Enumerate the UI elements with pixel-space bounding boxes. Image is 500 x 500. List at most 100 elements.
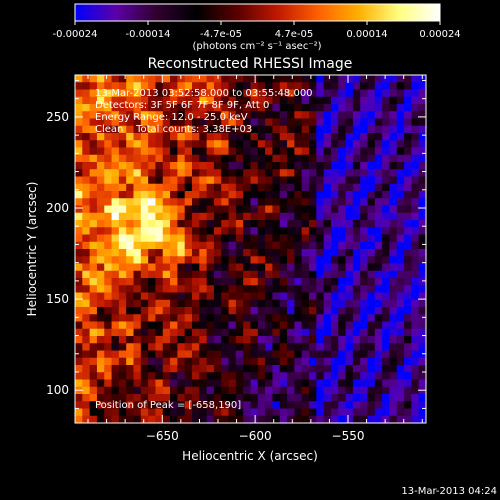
heatmap-cell <box>177 343 186 352</box>
heatmap-cell <box>265 169 274 178</box>
heatmap-cell <box>257 212 266 221</box>
chart-title: Reconstructed RHESSI Image <box>148 56 353 72</box>
heatmap-cell <box>184 212 193 221</box>
heatmap-cell <box>184 343 193 352</box>
heatmap-cell <box>148 191 157 199</box>
heatmap-cell <box>272 256 281 265</box>
heatmap-cell <box>111 343 120 352</box>
heatmap-cell <box>162 386 171 395</box>
colorbar-strip <box>74 3 441 22</box>
heatmap-cell <box>272 408 281 417</box>
heatmap-cell <box>345 125 354 134</box>
heatmap-cell <box>155 350 164 359</box>
heatmap-cell <box>162 154 171 163</box>
heatmap-cell <box>177 118 186 127</box>
heatmap-cell <box>389 162 398 170</box>
heatmap-cell <box>126 270 135 279</box>
heatmap-cell <box>82 234 91 243</box>
heatmap-cell <box>396 82 405 91</box>
heatmap-cell <box>294 147 303 156</box>
heatmap-cell <box>382 314 391 323</box>
heatmap-cell <box>235 241 244 250</box>
heatmap-cell <box>184 227 193 236</box>
heatmap-cell <box>221 408 230 417</box>
heatmap-cell <box>352 234 361 243</box>
heatmap-cell <box>184 336 193 344</box>
heatmap-cell <box>148 372 157 381</box>
heatmap-cell <box>213 394 222 402</box>
heatmap-cell <box>316 386 325 395</box>
plot-frame <box>74 74 427 424</box>
heatmap-cell <box>294 256 303 265</box>
heatmap-cell <box>272 154 281 163</box>
heatmap-cell <box>199 227 208 236</box>
heatmap-cell <box>177 82 186 91</box>
heatmap-cell <box>235 104 244 112</box>
heatmap-cell <box>192 241 200 250</box>
colorbar-tick-label: 0.00024 <box>419 29 460 40</box>
heatmap-cell <box>111 118 120 127</box>
heatmap-cell <box>418 249 426 257</box>
heatmap-cell <box>111 256 120 265</box>
heatmap-cell <box>140 89 149 98</box>
heatmap-cell <box>272 357 281 366</box>
heatmap-cell <box>228 220 237 228</box>
heatmap-cell <box>192 343 200 352</box>
heatmap-cell <box>148 227 157 236</box>
heatmap-cell <box>140 292 149 301</box>
heatmap-cell <box>89 292 98 301</box>
heatmap-cell <box>257 96 266 105</box>
heatmap-cell <box>111 321 120 330</box>
heatmap-cell <box>309 357 317 366</box>
heatmap-cell <box>184 365 193 373</box>
heatmap-cell <box>104 140 113 149</box>
heatmap-cell <box>126 401 135 410</box>
heatmap-cell <box>374 299 383 308</box>
heatmap-cell <box>345 408 354 417</box>
heatmap-cell <box>82 336 91 344</box>
heatmap-cell <box>396 299 405 308</box>
heatmap-cell <box>309 183 317 192</box>
heatmap-cell <box>272 278 281 286</box>
heatmap-cell <box>155 140 164 149</box>
heatmap-cell <box>170 125 178 134</box>
heatmap-cell <box>162 183 171 192</box>
heatmap-cell <box>177 394 186 402</box>
heatmap-cell <box>148 343 157 352</box>
heatmap-cell <box>82 89 91 98</box>
heatmap-cell <box>404 336 412 344</box>
heatmap-cell <box>316 154 325 163</box>
heatmap-cell <box>243 256 252 265</box>
heatmap-cell <box>265 314 274 323</box>
heatmap-cell <box>411 191 420 199</box>
heatmap-cell <box>272 299 281 308</box>
heatmap-cell <box>279 357 288 366</box>
heatmap-cell <box>75 205 83 214</box>
heatmap-cell <box>177 147 186 156</box>
heatmap-cell <box>382 357 391 366</box>
heatmap-cell <box>396 234 405 243</box>
heatmap-cell <box>111 299 120 308</box>
heatmap-cell <box>301 292 310 301</box>
heatmap-cell <box>140 154 149 163</box>
heatmap-cell <box>345 140 354 149</box>
heatmap-cell <box>250 379 259 388</box>
heatmap-cell <box>323 241 332 250</box>
y-axis-label: Heliocentric Y (arcsec) <box>25 182 39 317</box>
heatmap-cell <box>170 386 178 395</box>
heatmap-cell <box>235 154 244 163</box>
heatmap-cell <box>389 408 398 417</box>
heatmap-cell <box>213 292 222 301</box>
heatmap-cell <box>374 285 383 294</box>
heatmap-cell <box>133 415 142 423</box>
heatmap-cell <box>184 307 193 315</box>
heatmap-cell <box>155 401 164 410</box>
heatmap-cell <box>294 234 303 243</box>
heatmap-cell <box>184 401 193 410</box>
heatmap-cell <box>330 415 339 423</box>
heatmap-cell <box>382 220 391 228</box>
heatmap-cell <box>170 162 178 170</box>
heatmap-cell <box>360 379 369 388</box>
heatmap-cell <box>338 140 347 149</box>
heatmap-cell <box>345 89 354 98</box>
